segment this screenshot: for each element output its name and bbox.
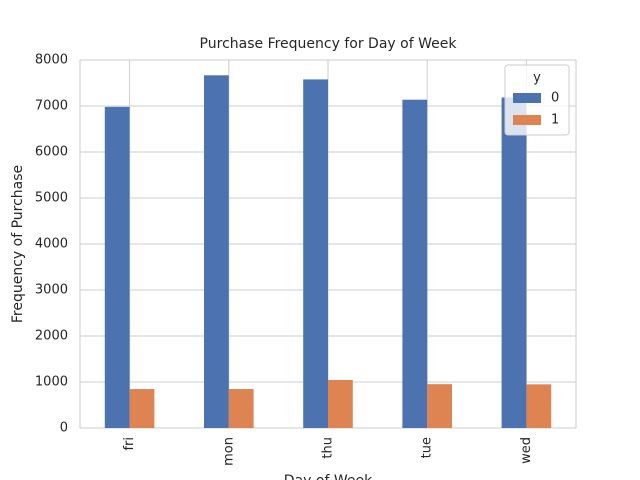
x-tick-label: tue — [420, 437, 435, 458]
bar — [303, 79, 328, 429]
chart-title: Purchase Frequency for Day of Week — [200, 36, 458, 52]
legend-label: 1 — [551, 113, 559, 128]
x-tick-label: thu — [321, 437, 336, 459]
y-tick-label: 2000 — [35, 329, 68, 344]
x-tick-label: fri — [122, 437, 137, 451]
legend-swatch — [513, 115, 541, 125]
x-tick-label: wed — [519, 437, 534, 464]
y-tick-label: 7000 — [35, 99, 68, 114]
y-tick-label: 4000 — [35, 237, 68, 252]
bar — [204, 75, 229, 429]
y-axis-label: Frequency of Purchase — [10, 165, 26, 323]
legend-swatch — [513, 93, 541, 103]
x-axis-label: Day of Week — [284, 473, 373, 480]
x-tick-label: mon — [221, 437, 236, 466]
bar — [228, 389, 254, 428]
y-tick-label: 8000 — [35, 53, 68, 68]
bar — [526, 384, 552, 428]
bar — [328, 379, 353, 428]
y-tick-label: 3000 — [35, 283, 68, 298]
legend-title: y — [533, 71, 541, 86]
bar — [501, 97, 527, 429]
y-tick-label: 5000 — [35, 191, 68, 206]
bar — [402, 99, 428, 428]
bar — [129, 389, 155, 428]
y-tick-label: 6000 — [35, 145, 68, 160]
y-tick-label: 1000 — [35, 375, 68, 390]
y-tick-label: 0 — [60, 421, 68, 436]
legend-label: 0 — [551, 91, 559, 106]
bar — [104, 106, 130, 429]
bar — [427, 384, 452, 428]
